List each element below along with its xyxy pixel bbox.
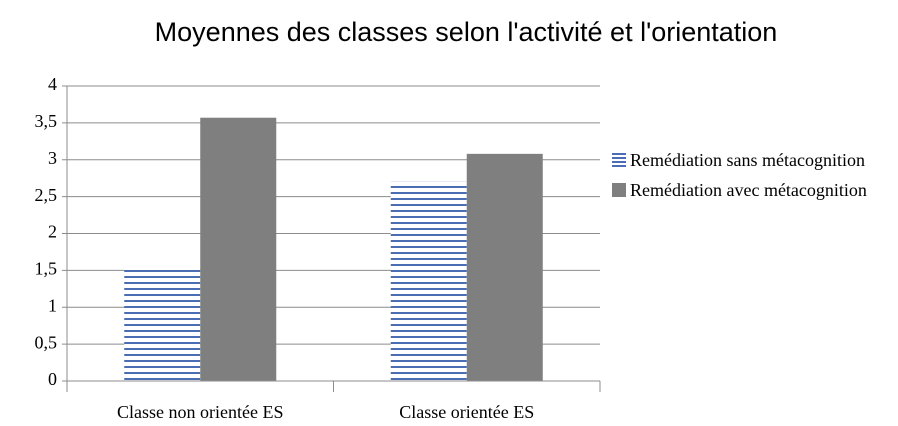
chart-title: Moyennes des classes selon l'activité et… (155, 17, 778, 47)
y-tick-label: 3 (48, 148, 57, 168)
bar (200, 117, 277, 382)
y-tick-label: 2 (48, 222, 57, 242)
y-tick-label: 1 (48, 295, 57, 315)
y-tick-label: 3,5 (35, 111, 58, 131)
y-tick-label: 0,5 (35, 332, 58, 352)
bar (390, 181, 467, 381)
legend-swatch (612, 153, 626, 167)
y-tick-label: 1,5 (35, 259, 58, 279)
y-tick-label: 0 (48, 369, 57, 389)
legend-swatch (612, 183, 626, 197)
x-tick-label: Classe non orientée ES (117, 402, 283, 422)
legend-item: Remédiation sans métacognition (612, 148, 882, 172)
y-tick-label: 2,5 (35, 185, 58, 205)
legend-label: Remédiation avec métacognition (630, 180, 867, 200)
legend: Remédiation sans métacognition Remédiatio… (612, 148, 882, 208)
legend-item: Remédiation avec métacognition (612, 178, 882, 202)
legend-label: Remédiation sans métacognition (630, 150, 865, 170)
x-tick-label: Classe orientée ES (399, 402, 534, 422)
y-tick-label: 4 (48, 74, 57, 94)
bar (124, 268, 201, 381)
bar (466, 153, 543, 381)
